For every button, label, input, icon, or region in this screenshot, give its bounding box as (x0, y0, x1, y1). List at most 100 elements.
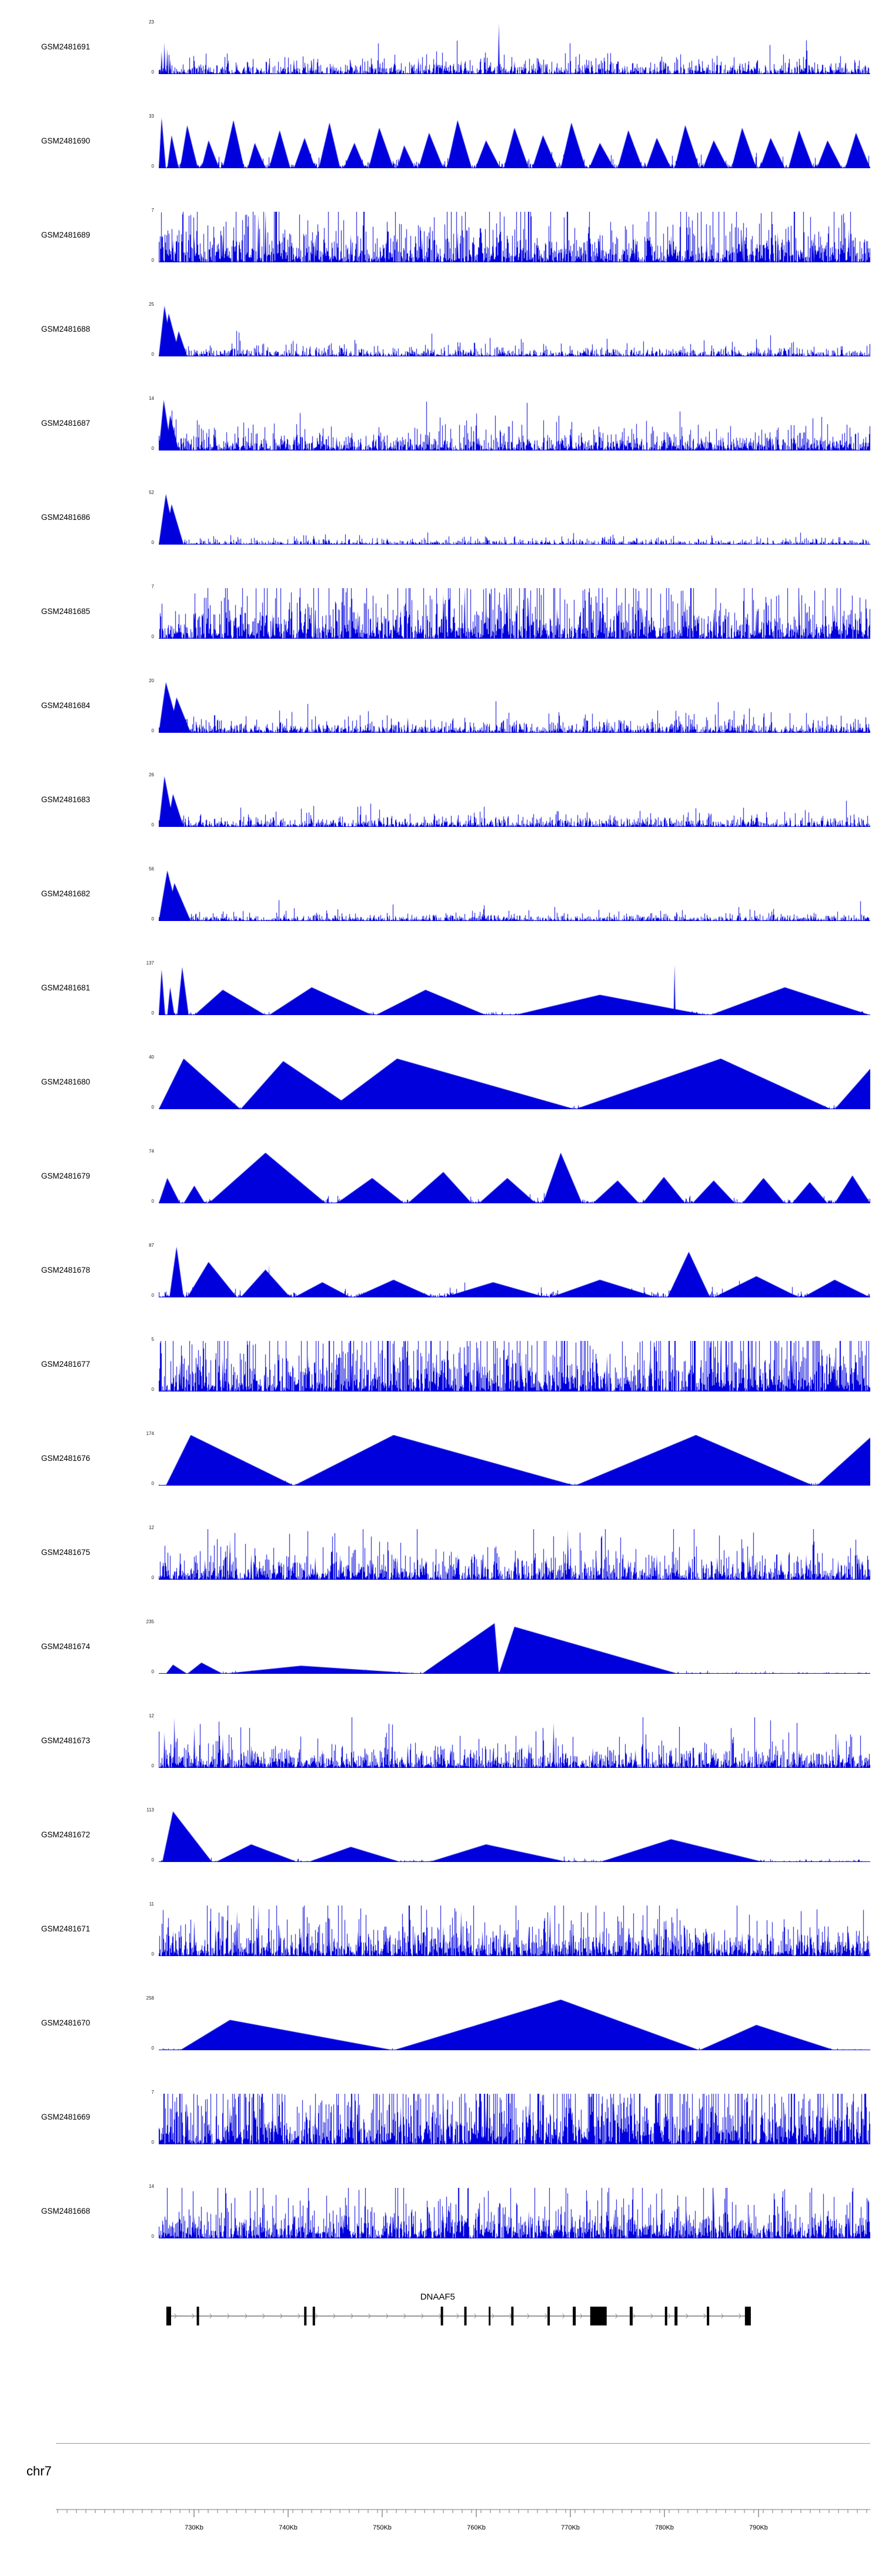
strand-arrow-icon (262, 2313, 266, 2319)
track-signal-plot (159, 965, 870, 1015)
track-ymin-label: 0 (151, 916, 154, 922)
track-row: GSM2481682 56 0 (0, 863, 882, 957)
track-signal-plot (159, 1906, 870, 1956)
track-row: GSM2481687 14 0 (0, 393, 882, 487)
track-ymin-label: 0 (151, 69, 154, 75)
track-ymin-label: 0 (151, 1857, 154, 1863)
track-signal-plot (159, 776, 870, 827)
coordinate-ruler: 730Kb 740Kb 750Kb 760Kb 770Kb 780Kb 790Kb (56, 2506, 882, 2537)
track-ymax-label: 137 (146, 960, 154, 966)
chromosome-label: chr7 (26, 2464, 52, 2478)
exon-block (489, 2307, 491, 2325)
track-row: GSM2481688 25 0 (0, 299, 882, 393)
strand-arrow-icon (615, 2313, 619, 2319)
exon-block (664, 2307, 667, 2325)
strand-arrow-icon (527, 2313, 530, 2319)
track-row: GSM2481674 235 0 (0, 1616, 882, 1710)
track-signal-plot (159, 400, 870, 451)
track-signal-plot (159, 1529, 870, 1580)
strand-arrow-icon (721, 2313, 724, 2319)
track-label: GSM2481688 (41, 325, 91, 333)
track-label: GSM2481669 (41, 2113, 91, 2121)
track-ymax-label: 74 (149, 1149, 154, 1154)
track-ymin-label: 0 (151, 1481, 154, 1486)
track-ymax-label: 7 (151, 208, 154, 213)
track-label: GSM2481679 (41, 1172, 91, 1180)
track-row: GSM2481673 12 0 (0, 1710, 882, 1804)
track-label: GSM2481674 (41, 1642, 91, 1651)
track-ymin-label: 0 (151, 2046, 154, 2051)
ruler-tick-label: 750Kb (373, 2524, 392, 2531)
strand-arrow-icon (544, 2313, 548, 2319)
strand-arrow-icon (633, 2313, 636, 2319)
exon-block (166, 2307, 171, 2325)
exon-block (744, 2307, 751, 2325)
track-ymin-label: 0 (151, 1763, 154, 1769)
track-ymin-label: 0 (151, 1575, 154, 1580)
track-ymin-label: 0 (151, 1293, 154, 1298)
strand-arrow-icon (368, 2313, 372, 2319)
separator-line (56, 2443, 870, 2444)
track-row: GSM2481679 74 0 (0, 1146, 882, 1240)
track-ymin-label: 0 (151, 1669, 154, 1674)
strand-arrow-icon (421, 2313, 425, 2319)
ruler-scale: 730Kb 740Kb 750Kb 760Kb 770Kb 780Kb 790Kb (56, 2509, 870, 2531)
gene-name-label: DNAAF5 (420, 2292, 455, 2302)
strand-arrow-icon (686, 2313, 689, 2319)
strand-arrow-icon (315, 2313, 319, 2319)
track-label: GSM2481677 (41, 1360, 91, 1369)
strand-arrow-icon (739, 2313, 742, 2319)
track-ymin-label: 0 (151, 728, 154, 733)
track-ymax-label: 235 (146, 1619, 154, 1624)
track-label: GSM2481684 (41, 701, 91, 710)
track-signal-plot (159, 212, 870, 262)
track-ymin-label: 0 (151, 634, 154, 639)
track-ymin-label: 0 (151, 2140, 154, 2145)
strand-arrow-icon (580, 2313, 583, 2319)
track-row: GSM2481676 174 0 (0, 1428, 882, 1522)
exon-block (674, 2307, 678, 2325)
strand-arrow-icon (192, 2313, 195, 2319)
track-ymin-label: 0 (151, 352, 154, 357)
chromosome-row: chr7 (26, 2464, 882, 2479)
strand-arrow-icon (492, 2313, 495, 2319)
exon-block (464, 2307, 467, 2325)
track-label: GSM2481675 (41, 1548, 91, 1557)
track-ymin-label: 0 (151, 163, 154, 169)
exon-block (312, 2307, 315, 2325)
ruler-tick-label: 740Kb (279, 2524, 298, 2531)
track-ymax-label: 52 (149, 490, 154, 495)
exon-block (573, 2307, 576, 2325)
exon-block (629, 2307, 633, 2325)
strand-arrow-icon (174, 2313, 178, 2319)
track-ymax-label: 7 (151, 2090, 154, 2095)
strand-arrow-icon (456, 2313, 460, 2319)
strand-arrow-icon (298, 2313, 301, 2319)
track-label: GSM2481687 (41, 419, 91, 428)
track-row: GSM2481681 137 0 (0, 957, 882, 1052)
track-ymin-label: 0 (151, 1951, 154, 1957)
exon-block (440, 2307, 443, 2325)
track-ymax-label: 87 (149, 1243, 154, 1248)
track-ymin-label: 0 (151, 822, 154, 827)
track-signal-plot (159, 1811, 870, 1862)
strand-arrow-icon (280, 2313, 283, 2319)
track-signal-plot (159, 306, 870, 356)
track-ymin-label: 0 (151, 258, 154, 263)
track-signal-plot (159, 1341, 870, 1392)
track-signal-plot (159, 1059, 870, 1109)
track-row: GSM2481691 23 0 (0, 16, 882, 111)
strand-arrow-icon (350, 2313, 354, 2319)
track-label: GSM2481681 (41, 983, 91, 992)
track-label: GSM2481678 (41, 1266, 91, 1274)
ruler-tick-label: 730Kb (185, 2524, 203, 2531)
track-row: GSM2481670 258 0 (0, 1993, 882, 2087)
track-ymax-label: 26 (149, 772, 154, 778)
track-ymax-label: 174 (146, 1431, 154, 1436)
track-ymin-label: 0 (151, 1105, 154, 1110)
strand-arrow-icon (668, 2313, 671, 2319)
strand-arrow-icon (386, 2313, 389, 2319)
track-label: GSM2481672 (41, 1830, 91, 1839)
track-ymax-label: 12 (149, 1713, 154, 1719)
